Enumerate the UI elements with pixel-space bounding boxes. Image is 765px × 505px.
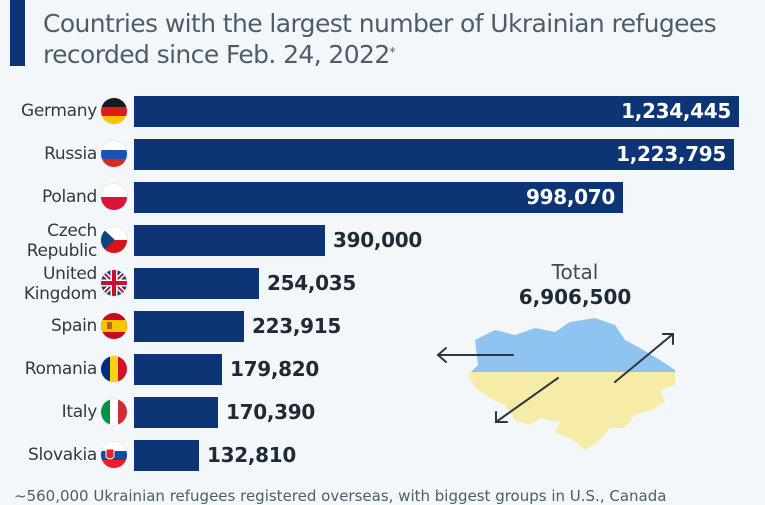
title-footnote-mark: * (389, 45, 396, 59)
russia-flag-icon (101, 141, 127, 167)
uk-flag-icon (101, 270, 127, 296)
footnote: ~560,000 Ukrainian refugees registered o… (14, 487, 667, 505)
czech-flag-icon (101, 227, 127, 253)
bar-value-label: 254,035 (267, 271, 356, 295)
bar: 998,070 (134, 182, 623, 213)
bar-row: Germany 1,234,445 (0, 96, 765, 138)
bar-row: Russia 1,223,795 (0, 139, 765, 181)
bar-row: Slovakia 132,810 (0, 440, 765, 482)
title-accent-bar (10, 0, 25, 66)
country-label: Russia (0, 144, 97, 164)
country-label-line: Republic (26, 241, 98, 261)
bar-row: Spain 223,915 (0, 311, 765, 353)
country-label: Romania (0, 359, 98, 379)
bar (134, 397, 218, 428)
italy-flag-icon (101, 399, 127, 425)
bar-row: Romania 179,820 (0, 354, 765, 396)
bar-value-label: 132,810 (207, 443, 296, 467)
bar-value-label: 170,390 (226, 400, 315, 424)
bar-value-label: 223,915 (252, 314, 341, 338)
bar: 1,223,795 (134, 139, 734, 170)
ukraine-map-icon (436, 318, 675, 450)
slovakia-flag-icon (101, 442, 127, 468)
country-label: Poland (0, 187, 97, 207)
bar-value-label: 179,820 (230, 357, 319, 381)
country-label: Spain (0, 316, 97, 336)
poland-flag-icon (101, 184, 127, 210)
bar (134, 225, 325, 256)
country-label-line: Romania (24, 359, 98, 379)
country-label: United Kingdom (0, 264, 97, 304)
romania-flag-icon (101, 356, 127, 382)
title-line-2: recorded since Feb. 24, 2022 (43, 40, 390, 69)
bar-value-label: 390,000 (333, 228, 422, 252)
country-label-line: Russia (44, 144, 97, 164)
bar-value-label: 998,070 (526, 185, 615, 209)
chart-title: Countries with the largest number of Ukr… (43, 8, 753, 70)
country-label: Italy (0, 402, 98, 422)
country-label-line: Czech (47, 221, 97, 241)
spain-flag-icon (101, 313, 127, 339)
country-label-line: Italy (61, 402, 98, 422)
title-line-1: Countries with the largest number of Ukr… (43, 9, 717, 38)
bar-value-label: 1,234,445 (621, 99, 731, 123)
bar-row: Czech Republic 390,000 (0, 221, 765, 267)
country-label: Slovakia (0, 445, 97, 465)
country-label: Germany (0, 101, 97, 121)
bar (134, 268, 259, 299)
total-value: 6,906,500 (518, 285, 632, 309)
country-label-line: Slovakia (28, 445, 97, 465)
bar: 1,234,445 (134, 96, 739, 127)
country-label-line: United (42, 264, 97, 284)
bar-row: United Kingdom 254,035 (0, 264, 765, 310)
bar-row: Poland 998,070 (0, 182, 765, 224)
bar-value-label: 1,223,795 (616, 142, 726, 166)
country-label-line: Kingdom (23, 284, 97, 304)
bar (134, 440, 199, 471)
bar (134, 354, 222, 385)
country-label-line: Poland (42, 187, 97, 207)
country-label-line: Germany (20, 101, 97, 121)
bar-row: Italy 170,390 (0, 397, 765, 439)
bar (134, 311, 244, 342)
germany-flag-icon (101, 98, 127, 124)
country-label: Czech Republic (0, 221, 98, 261)
total-label: Total (551, 260, 599, 284)
country-label-line: Spain (51, 316, 97, 336)
